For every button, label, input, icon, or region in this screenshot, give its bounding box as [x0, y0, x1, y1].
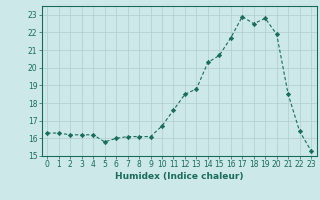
X-axis label: Humidex (Indice chaleur): Humidex (Indice chaleur) — [115, 172, 244, 181]
